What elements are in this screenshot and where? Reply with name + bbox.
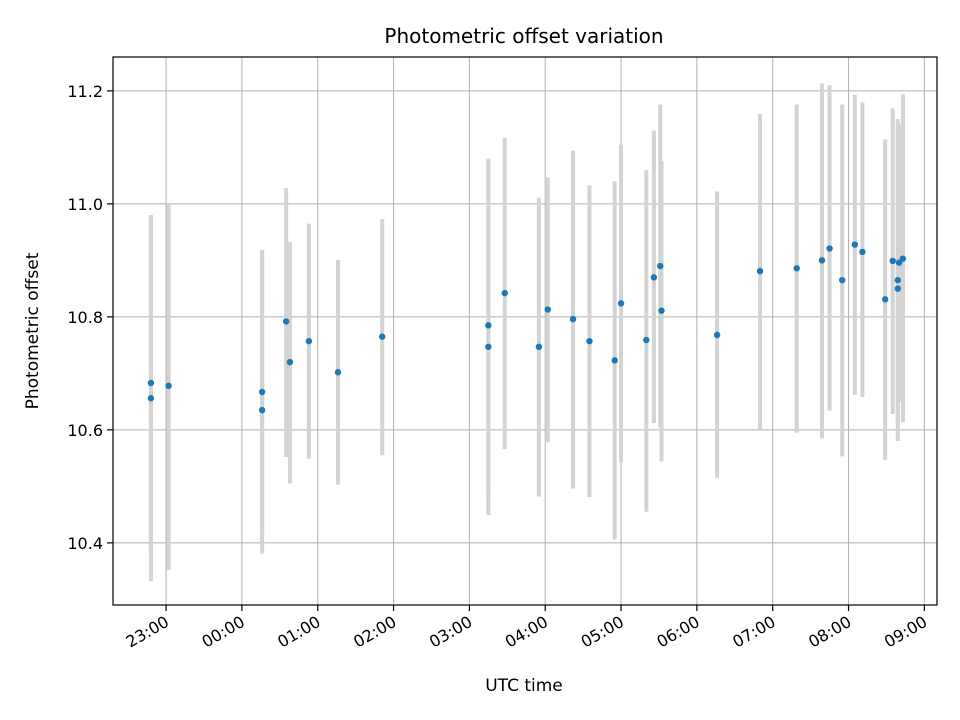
data-point	[650, 274, 658, 281]
y-tick-label: 11.2	[67, 82, 103, 101]
data-point	[859, 248, 866, 256]
data-point	[147, 379, 155, 387]
data-point	[894, 285, 902, 292]
data-point	[657, 262, 664, 270]
data-point	[485, 343, 492, 351]
data-point	[282, 318, 290, 325]
data-point	[793, 265, 800, 272]
data-point	[258, 388, 266, 396]
data-point	[378, 333, 386, 340]
y-tick-label: 10.4	[67, 534, 103, 553]
data-point	[617, 300, 625, 307]
data-point	[501, 289, 508, 297]
data-point	[334, 369, 342, 376]
data-point	[894, 276, 902, 284]
grid	[113, 57, 937, 605]
data-point	[851, 241, 859, 248]
chart-title: Photometric offset variation	[384, 24, 663, 48]
data-point	[258, 406, 266, 414]
data-point	[899, 255, 907, 262]
data-point	[485, 322, 492, 329]
data-point	[643, 336, 650, 344]
y-tick-label: 10.6	[67, 421, 103, 440]
data-points	[147, 241, 907, 414]
data-point	[826, 245, 833, 252]
data-point	[713, 331, 721, 339]
y-axis-ticks: 10.4 10.6 10.8 11.0 11.2	[67, 82, 113, 553]
data-point	[165, 382, 172, 389]
data-point	[756, 267, 764, 275]
data-point	[818, 257, 826, 264]
data-point	[305, 337, 313, 345]
y-tick-label: 11.0	[67, 195, 103, 214]
y-tick-label: 10.8	[67, 308, 103, 327]
data-point	[535, 343, 543, 351]
data-point	[895, 259, 903, 266]
y-axis-label: Photometric offset	[23, 252, 43, 409]
data-point	[611, 357, 618, 364]
data-point	[569, 315, 577, 323]
data-point	[658, 307, 665, 314]
data-point	[544, 306, 551, 313]
data-point	[839, 276, 846, 284]
plot-frame	[112, 56, 938, 606]
x-axis-label: UTC time	[485, 676, 563, 696]
data-point	[286, 358, 294, 366]
data-point	[147, 395, 155, 402]
data-point	[889, 257, 896, 265]
data-point	[586, 337, 593, 345]
data-point	[881, 296, 889, 303]
